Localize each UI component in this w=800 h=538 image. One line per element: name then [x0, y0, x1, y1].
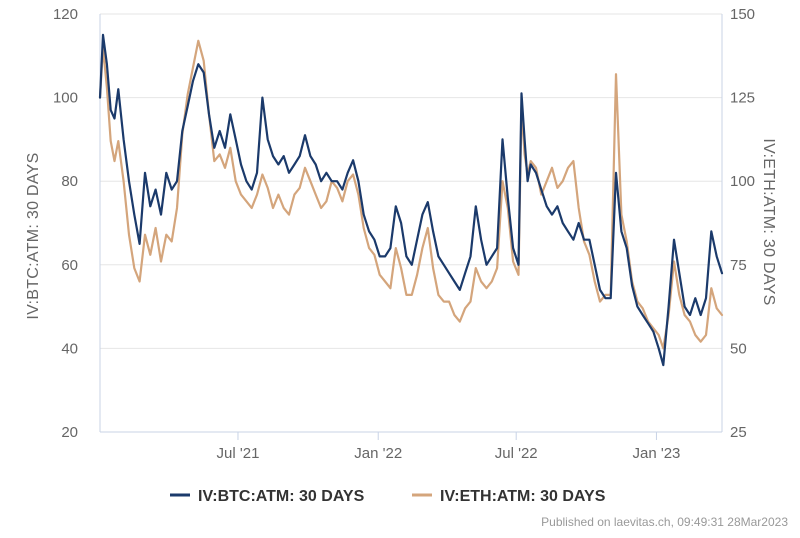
x-tick-label: Jul '21: [217, 445, 260, 462]
tick-labels: 20 40 60 80 100 120 25 50 75 100 125 150 Jul '21 Jan …: [53, 6, 755, 462]
y-right-tick-label: 25: [730, 424, 747, 441]
x-tick-label: Jan '22: [354, 445, 402, 462]
y-axis-left-title: IV:BTC:ATM: 30 DAYS: [25, 152, 42, 319]
y-axis-right-title: IV:ETH:ATM: 30 DAYS: [760, 138, 777, 305]
credit-text[interactable]: Published on laevitas.ch, 09:49:31 28Mar…: [541, 515, 788, 529]
y-right-tick-label: 150: [730, 6, 755, 23]
series-lines: [98, 33, 724, 367]
y-right-tick-label: 100: [730, 173, 755, 190]
y-right-tick-label: 50: [730, 340, 747, 357]
y-left-tick-label: 80: [61, 173, 78, 190]
y-right-tick-label: 75: [730, 257, 747, 274]
series-line-eth[interactable]: [98, 39, 724, 350]
legend-label-btc: IV:BTC:ATM: 30 DAYS: [198, 488, 365, 505]
legend-item-btc[interactable]: IV:BTC:ATM: 30 DAYS: [170, 488, 365, 505]
y-right-tick-label: 125: [730, 90, 755, 107]
legend-label-eth: IV:ETH:ATM: 30 DAYS: [440, 488, 606, 505]
legend-item-eth[interactable]: IV:ETH:ATM: 30 DAYS: [412, 488, 606, 505]
y-left-tick-label: 20: [61, 424, 78, 441]
y-left-tick-label: 100: [53, 90, 78, 107]
x-tick-label: Jan '23: [632, 445, 680, 462]
series-line-btc[interactable]: [98, 33, 724, 367]
x-tick-label: Jul '22: [495, 445, 538, 462]
y-left-tick-label: 60: [61, 257, 78, 274]
y-left-tick-label: 40: [61, 340, 78, 357]
y-left-tick-label: 120: [53, 6, 78, 23]
legend: IV:BTC:ATM: 30 DAYS IV:ETH:ATM: 30 DAYS: [170, 488, 606, 505]
